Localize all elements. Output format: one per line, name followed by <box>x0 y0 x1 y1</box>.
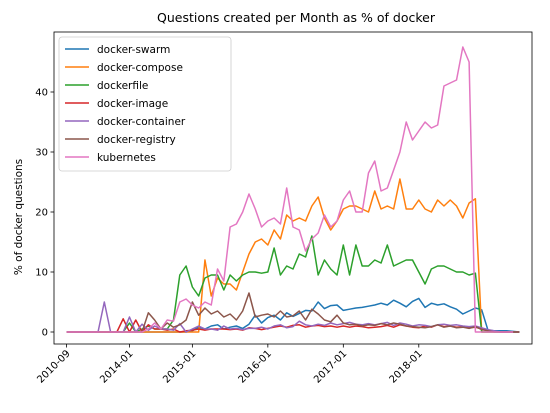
y-tick-label: 30 <box>35 148 48 159</box>
chart-title: Questions created per Month as % of dock… <box>157 10 436 25</box>
x-tick-label: 2017-01 <box>312 348 349 385</box>
series-line-docker-container <box>66 301 520 333</box>
series-line-dockerfile <box>66 235 520 333</box>
series-layer <box>66 46 520 333</box>
legend-label-docker-swarm: docker-swarm <box>97 44 170 56</box>
y-tick-label: 10 <box>35 268 48 279</box>
legend-label-dockerfile: dockerfile <box>97 80 148 92</box>
x-tick-label: 2010-09 <box>35 348 72 385</box>
x-tick-label: 2015-01 <box>161 348 198 385</box>
legend-label-docker-registry: docker-registry <box>97 134 176 146</box>
y-tick-label: 40 <box>35 88 48 99</box>
y-tick-label: 20 <box>35 208 48 219</box>
legend-label-docker-compose: docker-compose <box>97 62 183 74</box>
legend-label-docker-image: docker-image <box>97 98 168 110</box>
series-line-docker-compose <box>66 178 520 333</box>
plot-frame <box>53 31 533 345</box>
y-axis-label: % of docker questions <box>13 159 25 275</box>
legend: docker-swarm docker-compose dockerfile dock… <box>58 36 232 172</box>
x-tick-label: 2014-01 <box>98 348 135 385</box>
legend-box <box>58 36 232 172</box>
legend-label-kubernetes: kubernetes <box>97 152 156 164</box>
legend-label-docker-container: docker-container <box>97 116 186 128</box>
series-line-kubernetes <box>66 46 514 333</box>
x-tick-label: 2016-01 <box>237 348 274 385</box>
x-tick-label: 2018-01 <box>388 348 425 385</box>
y-tick-label: 0 <box>42 328 48 339</box>
